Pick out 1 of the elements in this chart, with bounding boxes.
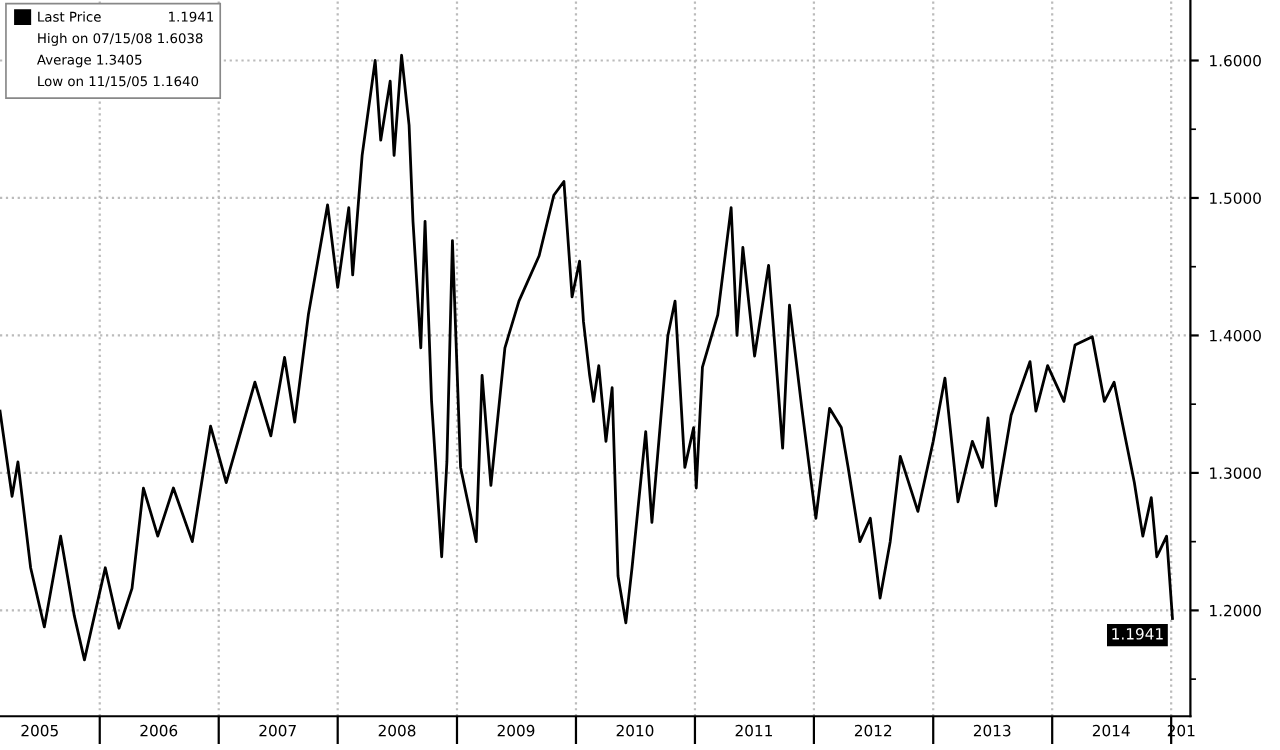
line-series bbox=[0, 53, 1174, 662]
